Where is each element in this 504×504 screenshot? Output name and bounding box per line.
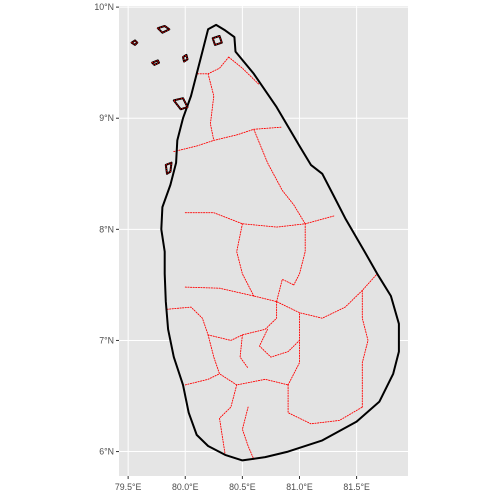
island-6	[211, 35, 223, 46]
y-tick-label-4: 10°N	[94, 2, 114, 12]
boundary-line-18	[184, 373, 220, 386]
coastline-outline	[130, 23, 400, 462]
boundary-line-2	[207, 73, 215, 141]
island-boundary-1	[151, 59, 160, 66]
boundary-line-6	[253, 128, 306, 225]
boundary-line-13	[239, 334, 249, 369]
x-tick-label-2: 80.5°E	[229, 482, 256, 492]
boundary-line-7	[293, 223, 306, 286]
mainland-fill	[161, 24, 399, 461]
boundary-line-9	[236, 223, 255, 297]
island-boundary-2	[157, 25, 171, 34]
boundary-line-8	[184, 273, 378, 319]
x-tick-label-0: 79.5°E	[115, 482, 142, 492]
y-tick-label-3: 9°N	[99, 113, 114, 123]
sri-lanka-land	[161, 24, 399, 461]
y-tick-label-1: 7°N	[99, 335, 114, 345]
x-tick-label-3: 81.0°E	[286, 482, 313, 492]
y-axis: 6°N 7°N 8°N 9°N 10°N	[94, 2, 119, 457]
y-tick-label-2: 8°N	[99, 224, 114, 234]
x-tick-label-1: 80.0°E	[172, 482, 199, 492]
boundary-line-3	[213, 126, 283, 141]
boundary-line-0	[196, 56, 230, 75]
boundary-line-11	[207, 301, 278, 341]
boundary-line-14	[287, 312, 300, 386]
x-tick-label-4: 81.5°E	[343, 482, 370, 492]
island-boundary-3	[182, 54, 188, 63]
boundary-line-21	[258, 328, 300, 358]
boundary-line-16	[219, 384, 238, 456]
boundary-line-12	[207, 334, 289, 386]
boundary-line-19	[361, 289, 369, 408]
island-boundary-4	[173, 97, 189, 110]
y-tick-label-0: 6°N	[99, 447, 114, 457]
mainland-coastline	[160, 23, 400, 462]
boundary-line-15	[287, 384, 363, 425]
boundary-line-5	[184, 212, 335, 228]
boundary-line-10	[166, 306, 209, 336]
boundary-line-1	[228, 56, 260, 86]
boundary-line-20	[276, 278, 295, 303]
boundary-line-17	[241, 406, 255, 460]
x-axis: 79.5°E 80.0°E 80.5°E 81.0°E 81.5°E	[115, 476, 370, 492]
island-boundary-0	[130, 39, 138, 46]
island-boundary-5	[165, 162, 172, 175]
boundary-line-4	[173, 139, 215, 153]
